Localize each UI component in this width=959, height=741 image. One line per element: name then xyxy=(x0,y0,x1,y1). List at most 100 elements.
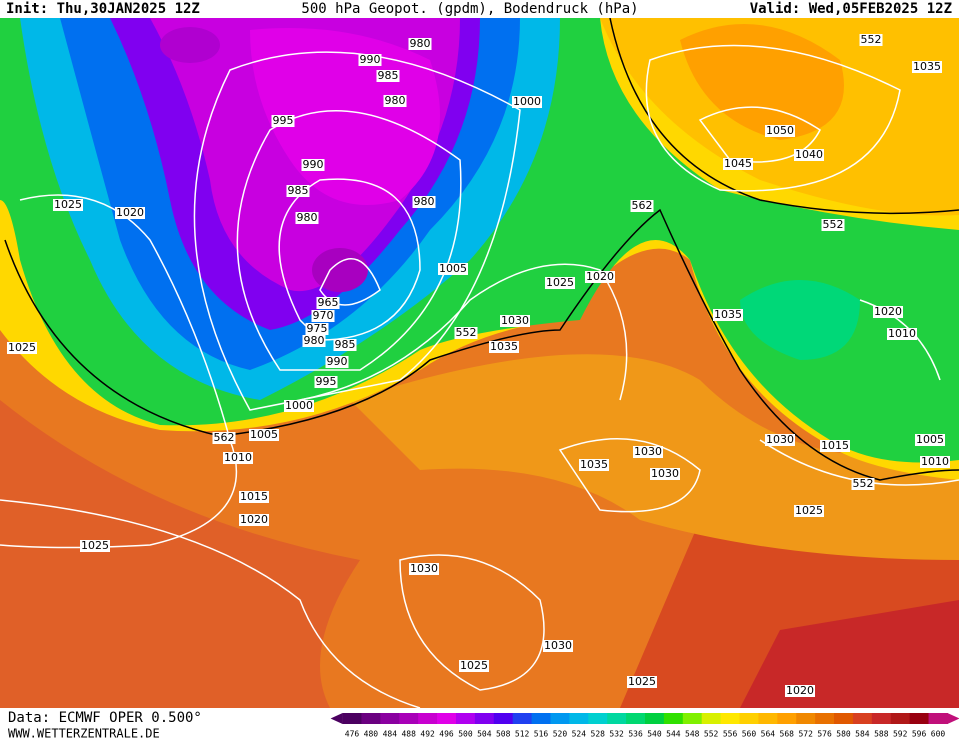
colorbar-swatch xyxy=(928,713,948,724)
colorbar-label: 516 xyxy=(534,730,549,739)
isobar-label: 965 xyxy=(318,296,339,309)
colorbar-label: 488 xyxy=(401,730,416,739)
colorbar-label: 480 xyxy=(364,730,379,739)
isobar-label: 1020 xyxy=(786,684,814,697)
label-box xyxy=(295,212,319,224)
isobar-label: 1025 xyxy=(54,198,82,211)
isobar-label: 1000 xyxy=(513,95,541,108)
label-box xyxy=(579,459,609,471)
colorbar-swatch xyxy=(682,713,703,724)
colorbar-label: 564 xyxy=(761,730,776,739)
colorbar-swatch xyxy=(701,713,722,724)
colorbar-label: 504 xyxy=(477,730,492,739)
isobar-label: 1010 xyxy=(921,455,949,468)
label-box xyxy=(765,434,795,446)
colorbar-label: 484 xyxy=(383,730,398,739)
label-box xyxy=(459,660,489,672)
colorbar-label: 600 xyxy=(931,730,946,739)
colorbar-swatch xyxy=(493,713,514,724)
isobar-label: 1030 xyxy=(651,467,679,480)
isobar-label: 990 xyxy=(303,158,324,171)
colorbar-swatch xyxy=(796,713,816,724)
isobar-label: 1020 xyxy=(240,513,268,526)
colorbar-label: 512 xyxy=(515,730,530,739)
site-text: WWW.WETTERZENTRALE.DE xyxy=(8,727,160,741)
label-box xyxy=(545,277,575,289)
label-box xyxy=(115,207,145,219)
label-box xyxy=(333,339,357,351)
isobar-labels: 1025102010259809909859809951000990985980… xyxy=(7,33,950,697)
colorbar-swatch xyxy=(720,713,741,724)
colorbar-swatch xyxy=(399,713,419,724)
colorbar-swatch xyxy=(455,713,476,724)
label-box xyxy=(585,271,615,283)
colorbar-swatch xyxy=(361,713,381,724)
isobar-label: 1015 xyxy=(821,439,849,452)
isobar-label: 1035 xyxy=(714,308,742,321)
label-box xyxy=(920,456,950,468)
colorbar-swatch xyxy=(512,713,533,724)
isobar-label: 552 xyxy=(823,218,844,231)
isobar-label: 552 xyxy=(853,477,874,490)
colorbar-arrow-right xyxy=(947,713,959,724)
isobar-label: 1020 xyxy=(586,270,614,283)
colorbar: 476 480 484 488 492 496 500 504 508 512 516 520 524 5… xyxy=(330,713,959,739)
isobar-label: 1005 xyxy=(250,428,278,441)
colorbar-label: 540 xyxy=(647,730,662,739)
label-box xyxy=(912,61,942,73)
isobar-label: 1050 xyxy=(766,124,794,137)
isobar-label: 562 xyxy=(632,199,653,212)
isobar-label: 1035 xyxy=(913,60,941,73)
colorbar-label: 536 xyxy=(628,730,643,739)
label-box xyxy=(723,158,753,170)
isobar-label: 1020 xyxy=(874,305,902,318)
label-box xyxy=(765,125,795,137)
colorbar-swatch xyxy=(871,713,892,724)
colorbar-swatch xyxy=(777,713,797,724)
label-box xyxy=(383,95,407,107)
colorbar-label: 596 xyxy=(912,730,927,739)
isobar-label: 1025 xyxy=(81,539,109,552)
colorbar-swatch xyxy=(663,713,684,724)
label-box xyxy=(873,306,903,318)
colorbar-swatch xyxy=(437,713,457,724)
isobar-label: 980 xyxy=(304,334,325,347)
colorbar-swatch xyxy=(890,713,911,724)
colorbar-label: 588 xyxy=(874,730,889,739)
isobar-label: 562 xyxy=(214,431,235,444)
colorbar-label: 508 xyxy=(496,730,511,739)
colorbar-label: 556 xyxy=(723,730,738,739)
isobar-label: 1040 xyxy=(795,148,823,161)
isobar-label: 980 xyxy=(297,211,318,224)
label-box xyxy=(412,196,436,208)
isobar-label: 1015 xyxy=(240,490,268,503)
label-box xyxy=(305,323,329,335)
colorbar-label: 552 xyxy=(704,730,719,739)
colorbar-swatch xyxy=(588,713,608,724)
isobar-label: 1035 xyxy=(490,340,518,353)
label-box xyxy=(80,540,110,552)
label-box xyxy=(316,297,340,309)
label-box xyxy=(713,309,743,321)
isobar-label: 1025 xyxy=(628,675,656,688)
label-box xyxy=(630,200,654,212)
colorbar-swatch xyxy=(569,713,589,724)
label-box xyxy=(489,341,519,353)
label-box xyxy=(859,34,883,46)
label-box xyxy=(915,434,945,446)
colorbar-label: 492 xyxy=(420,730,435,739)
colorbar-swatch xyxy=(909,713,930,724)
colorbar-swatch xyxy=(380,713,400,724)
isobar-label: 1010 xyxy=(224,451,252,464)
colorbar-swatch xyxy=(607,713,627,724)
isobar-label: 1000 xyxy=(285,399,313,412)
label-box xyxy=(785,685,815,697)
label-box xyxy=(271,115,295,127)
colorbar-label: 496 xyxy=(439,730,454,739)
colorbar-swatch xyxy=(758,713,778,724)
colorbar-label: 592 xyxy=(893,730,908,739)
label-box xyxy=(302,335,326,347)
valid-text: Valid: Wed,05FEB2025 12Z xyxy=(750,1,952,17)
label-box xyxy=(325,356,349,368)
